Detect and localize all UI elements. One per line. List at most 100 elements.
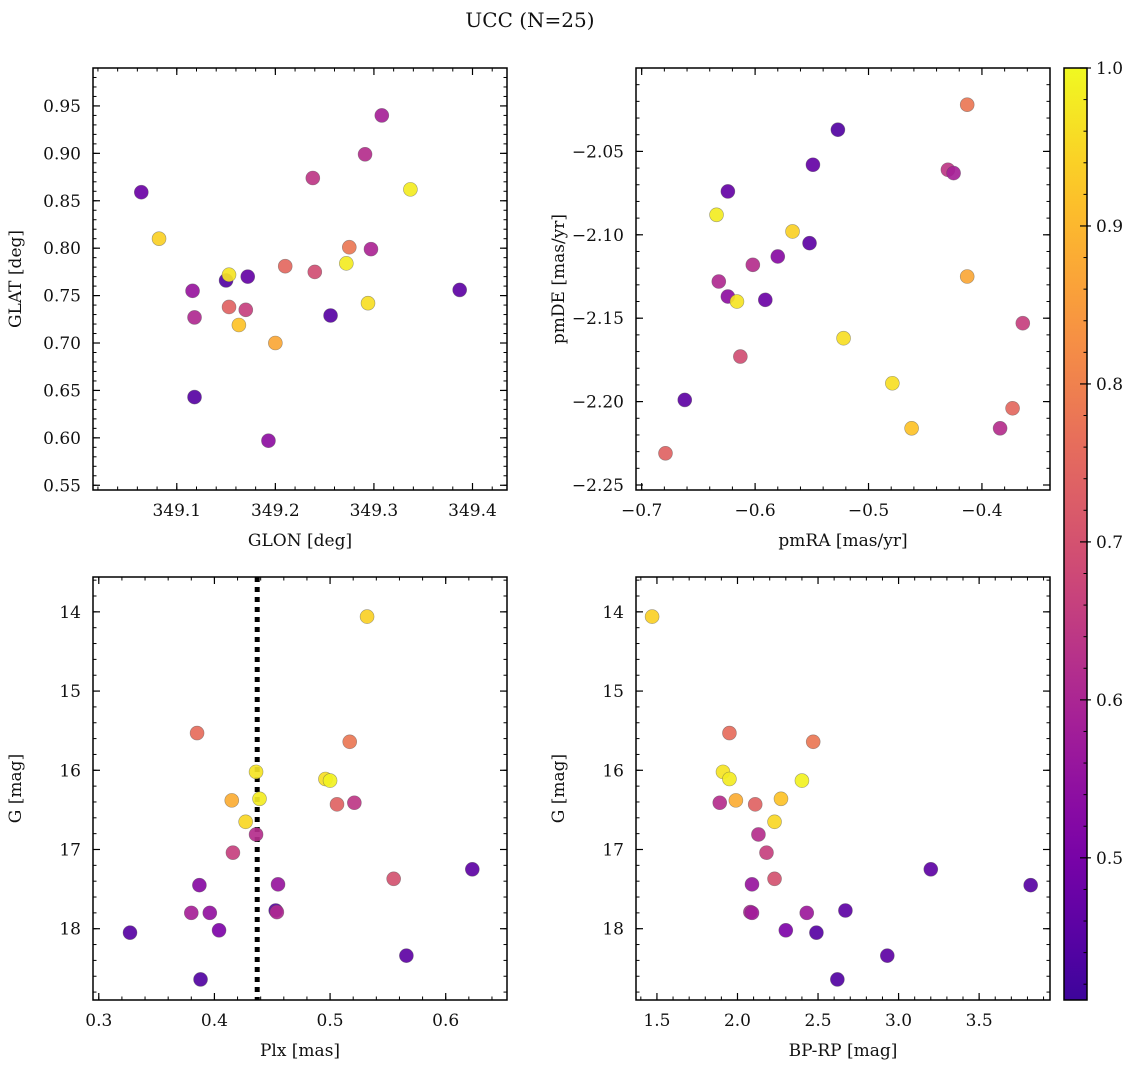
data-point [252,791,267,807]
data-point [778,922,794,938]
data-point [992,420,1008,436]
x-tick-label: 0.4 [201,1011,228,1031]
data-point [733,349,748,364]
axes-frame [635,67,1051,491]
colorbar: 0.5 0.6 0.7 0.8 0.9 1.0 [1063,59,1123,1001]
data-point [923,861,939,877]
y-tick-label: 0.95 [43,97,81,117]
figure-title: UCC (N=25) [465,8,594,32]
colorbar-tick-label: 0.9 [1096,217,1123,237]
data-point [363,241,379,257]
x-tick-label: 3.0 [885,1011,912,1031]
data-point [270,877,286,892]
y-axis-label: G [mag] [6,754,26,823]
data-point [347,795,362,811]
data-point [805,734,821,750]
data-point [946,165,961,181]
data-point [745,257,761,273]
colorbar-tick-label: 0.8 [1096,375,1123,395]
data-point [709,207,724,223]
data-point [712,795,728,811]
x-tick-label: 0.3 [85,1011,112,1031]
axis-ticks: −0.7 −0.6 −0.5 −0.4 −2.25 −2.20 −2.15 −2.10 −2.0… [572,67,1050,521]
y-tick-label: 17 [59,840,81,860]
points [122,609,480,987]
data-point [305,170,321,186]
data-point [799,905,815,921]
y-tick-label: 18 [59,920,81,940]
y-tick-label: −2.20 [572,393,624,413]
data-point [357,146,373,162]
axis-ticks: 0.3 0.4 0.5 0.6 14 15 16 17 18 [59,577,507,1031]
y-tick-label: −2.15 [572,309,624,329]
data-point [339,256,354,271]
data-point [759,845,774,860]
data-point [465,861,480,877]
data-point [728,793,744,808]
data-point [192,877,207,893]
colorbar-tick-label: 0.6 [1096,691,1123,711]
x-tick-label: 349.3 [350,501,399,521]
axis-ticks: 349.1 349.2 349.3 349.4 0.55 0.60 0.65 0.70 0.75… [43,68,507,521]
axes-frame [635,576,1051,1001]
data-point [341,239,357,255]
x-tick-label: 1.5 [643,1011,670,1031]
data-point [838,903,853,918]
data-point [794,773,810,788]
points [658,97,1031,461]
data-point [885,375,900,391]
data-point [268,335,283,351]
data-point [323,308,338,323]
scatter-panel-2: −0.7 −0.6 −0.5 −0.4 −2.25 −2.20 −2.15 −2.10 −2.0… [549,67,1051,551]
data-point [322,773,338,788]
data-point [151,231,167,246]
y-axis-label: GLAT [deg] [6,230,26,328]
data-point [959,269,975,284]
data-point [269,904,285,920]
data-point [830,972,845,987]
data-point [386,871,401,887]
x-axis-label: BP-RP [mag] [789,1041,898,1061]
x-tick-label: 349.2 [251,501,300,521]
y-tick-label: 16 [602,761,624,781]
scatter-panel-4: 1.5 2.0 2.5 3.0 3.5 14 15 16 17 18 BP-RP [mag] G [m… [549,576,1051,1061]
y-tick-label: 15 [602,682,624,702]
data-point [805,157,821,173]
x-axis-label: pmRA [mas/yr] [778,531,907,551]
data-point [187,389,202,405]
x-tick-label: −0.4 [961,501,1002,521]
x-tick-label: 2.0 [724,1011,751,1031]
axes-frame [92,67,508,491]
scatter-panel-3: 0.3 0.4 0.5 0.6 14 15 16 17 18 Plx [mas] G [mag] [6,576,508,1061]
data-point [342,734,358,750]
points [644,609,1038,987]
x-tick-label: 0.5 [317,1011,344,1031]
data-point [751,827,766,842]
data-point [744,905,760,921]
y-tick-label: 0.80 [43,239,81,259]
data-point [452,282,467,298]
y-tick-label: −2.25 [572,476,624,496]
data-point [225,845,241,860]
data-point [403,182,418,197]
colorbar-tick-label: 0.5 [1096,849,1123,869]
data-point [747,797,763,812]
data-point [720,184,736,199]
data-point [744,877,760,892]
data-point [329,797,345,812]
x-axis-label: GLON [deg] [248,531,352,551]
data-point [677,392,693,408]
data-point [248,764,264,780]
x-tick-label: 3.5 [966,1011,993,1031]
x-tick-label: −0.7 [621,501,662,521]
x-axis-label: Plx [mas] [260,1041,340,1061]
data-point [758,292,773,308]
x-tick-label: 349.4 [448,501,497,521]
y-tick-label: 0.75 [43,287,81,307]
data-point [187,310,202,325]
data-point [183,905,199,921]
data-point [231,317,247,333]
colorbar-tick-label: 0.7 [1096,533,1123,553]
